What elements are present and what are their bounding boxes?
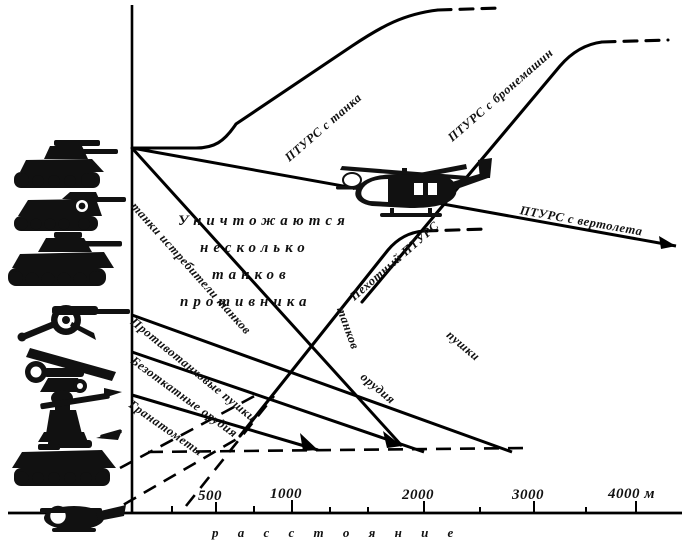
curve-recoilless	[131, 350, 425, 454]
dashed-baseline	[147, 446, 529, 454]
curve-grenade-launchers	[131, 393, 319, 452]
antitank-gun-icon	[17, 305, 130, 342]
zone-text-line-4: противника	[180, 294, 312, 310]
apc-atgm-icon	[12, 429, 122, 486]
dashed-ray-apc-upper	[184, 395, 276, 507]
curve-pturs-tank	[130, 8, 440, 150]
recoilless-rifle-icon	[25, 348, 116, 393]
dashed-ray-helicopter	[103, 434, 243, 518]
dashed-launch-rays	[103, 390, 276, 518]
curve-at-guns	[131, 313, 513, 454]
helicopter-ground-icon	[40, 505, 126, 532]
tank-icon	[14, 140, 118, 188]
heavy-tank-icon	[8, 232, 122, 286]
descending-arrowheads	[300, 431, 402, 451]
dashed-baseline-group	[147, 446, 529, 454]
zone-text-line-3: танков	[212, 267, 291, 283]
x-axis-title: р а с с т о я н и е	[212, 525, 462, 540]
x-tick-label-3000: 3000	[512, 487, 544, 503]
rising-curves-group	[130, 6, 670, 438]
x-axis-ticks	[171, 500, 637, 513]
x-tick-label-2000: 2000	[402, 487, 434, 503]
zone-text-line-2: несколько	[200, 240, 310, 256]
infantry-rpg-icon	[38, 388, 122, 442]
dashed-ray-apc	[119, 390, 263, 470]
curve-pturs-tank-dashed-tail	[436, 6, 502, 12]
x-tick-label-4000: 4000 м	[608, 486, 656, 502]
helicopter-airborne-icon	[336, 158, 492, 217]
curve-pturs-infantry	[238, 229, 426, 438]
zone-text-line-1: Уничтожаются	[178, 213, 350, 229]
descending-curves-group	[130, 146, 513, 454]
curve-pturs-armored-dashed-tail	[600, 38, 670, 44]
curve-pturs-armored	[360, 40, 604, 304]
x-tick-label-1000: 1000	[270, 486, 302, 502]
x-tick-label-500: 500	[198, 488, 222, 504]
curve-pturs-infantry-dashed-tail	[422, 227, 488, 233]
tank-destroyer-icon	[14, 192, 126, 231]
arrowhead-helicopter	[659, 236, 676, 249]
